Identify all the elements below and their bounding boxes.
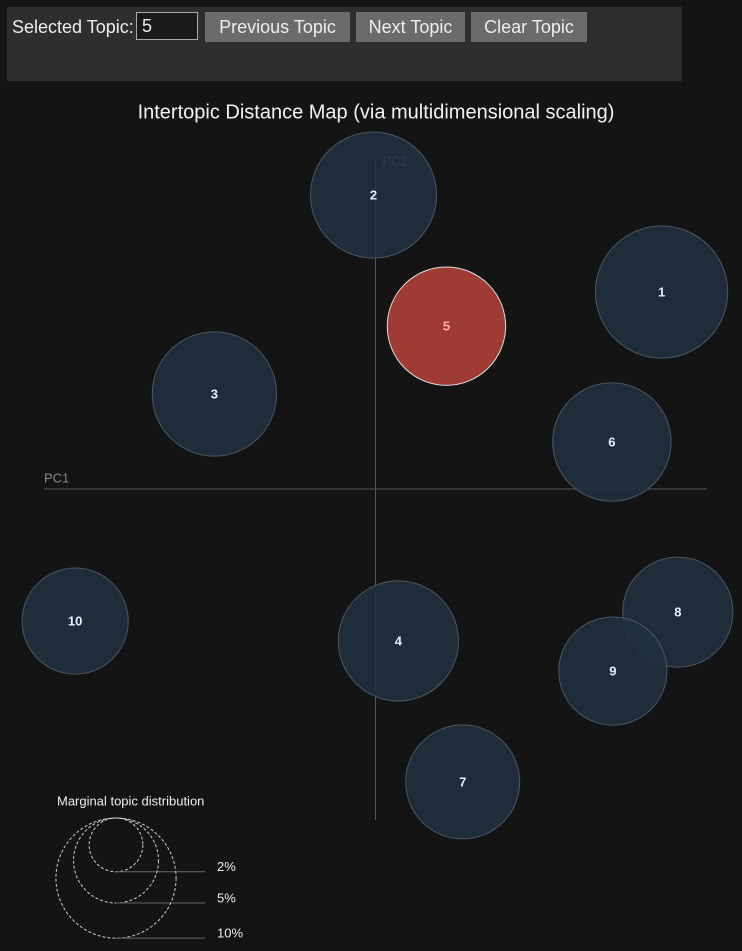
topic-bubble [405,724,521,840]
size-legend-label: 10% [217,926,243,941]
topic-label: 7 [459,774,466,789]
size-legend-label: 5% [217,890,236,905]
topic-label: 2 [370,188,377,203]
topic-label: 3 [211,386,218,401]
size-legend-circle [73,817,159,904]
size-legend-label: 2% [217,859,236,874]
next-button[interactable]: Next Topic [356,12,465,42]
topic-bubble [558,616,668,726]
topic-bubble [337,580,459,702]
size-legend-circle [55,817,177,939]
topic-bubble [594,225,729,359]
topic-label: 6 [608,434,615,449]
chart-title: Intertopic Distance Map (via multidimens… [138,101,615,123]
clear-button[interactable]: Clear Topic [471,12,587,42]
topic-label: 8 [674,605,681,620]
topic-label: 9 [609,663,616,678]
topic-bubble [21,567,129,675]
selected-topic-input[interactable]: 5 [136,12,198,40]
topic-label: 10 [68,614,82,629]
previous-button[interactable]: Previous Topic [205,12,350,42]
topic-label: 5 [443,319,450,334]
topic-bubble [552,382,672,502]
topic-bubble [309,131,438,259]
x-axis-label: PC1 [44,470,69,485]
size-legend-circle [88,817,144,873]
control-panel: Selected Topic: 5 Previous Topic Next To… [7,7,682,81]
topic-label: 4 [395,633,403,648]
selected-topic-label: Selected Topic: [12,17,134,37]
topic-label: 1 [658,284,665,299]
topic-bubble [151,331,278,457]
size-legend-title: Marginal topic distribution [57,793,204,808]
topic-bubble [386,266,507,386]
